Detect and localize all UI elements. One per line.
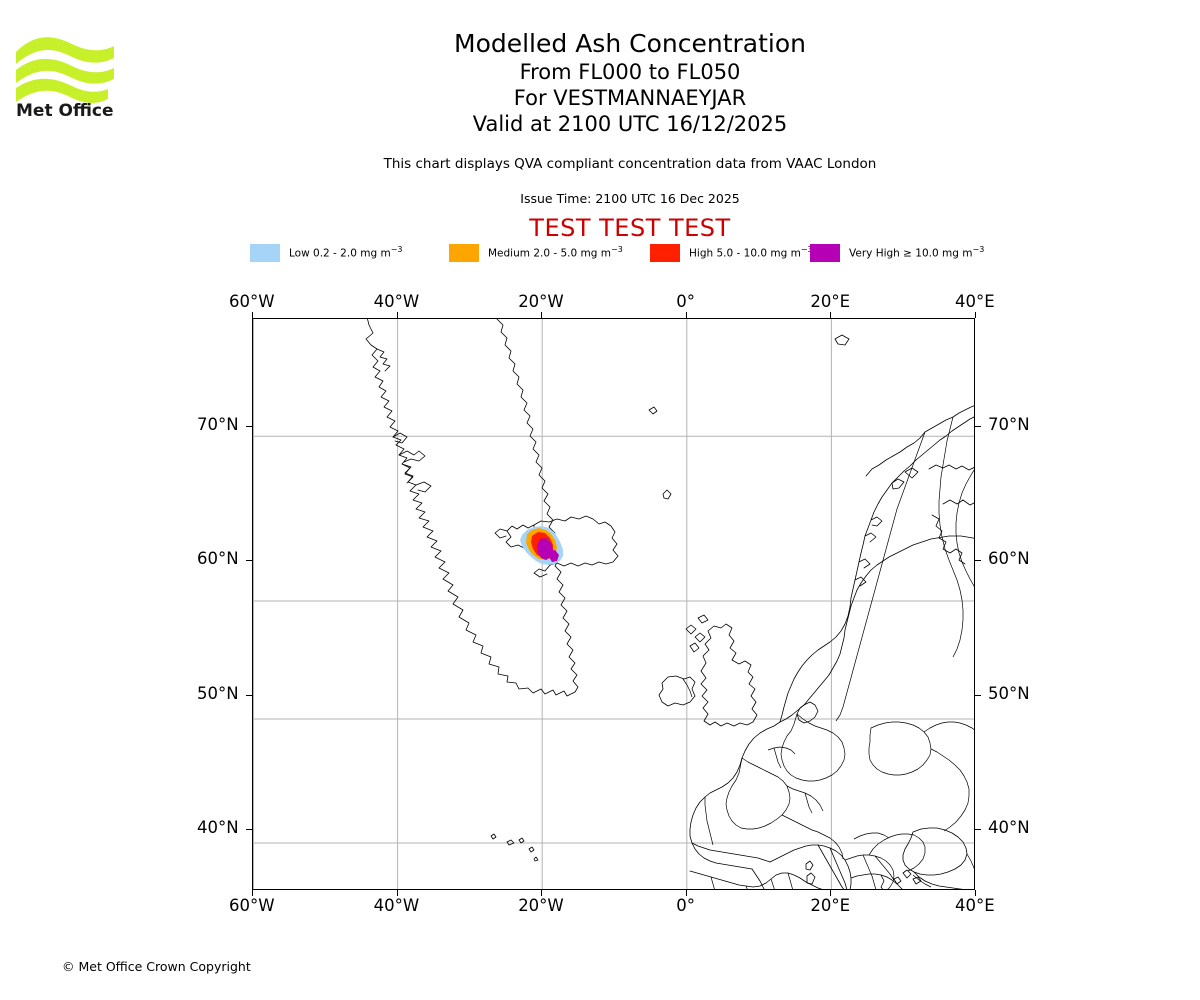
coastlines	[365, 319, 974, 889]
country-borders	[682, 416, 974, 889]
x-tick-bottom-5	[975, 890, 976, 896]
y-axis-label-left-1: 60°N	[197, 549, 239, 569]
legend-label-1: Medium 2.0 - 5.0 mg m−3	[488, 245, 623, 260]
y-tick-left-3	[246, 829, 252, 831]
y-tick-right-3	[975, 829, 981, 831]
concentration-legend: Low 0.2 - 2.0 mg m−3 Medium 2.0 - 5.0 mg …	[250, 243, 990, 262]
map-frame	[252, 318, 975, 890]
legend-item-2: High 5.0 - 10.0 mg m−3	[650, 243, 813, 262]
map-canvas	[253, 319, 974, 889]
legend-item-3: Very High ≥ 10.0 mg m−3	[810, 243, 984, 262]
legend-item-1: Medium 2.0 - 5.0 mg m−3	[449, 243, 623, 262]
x-tick-top-1	[396, 312, 398, 318]
x-axis-label-bottom-2: 20°W	[518, 896, 564, 915]
page-title: Modelled Ash Concentration	[454, 29, 806, 58]
x-tick-top-3	[685, 312, 687, 318]
legend-swatch-3	[810, 243, 840, 262]
y-tick-left-1	[246, 560, 252, 562]
copyright-text: © Met Office Crown Copyright	[62, 959, 251, 974]
y-axis-label-right-2: 50°N	[988, 683, 1030, 703]
y-tick-left-0	[246, 425, 252, 427]
x-axis-label-top-4: 20°E	[810, 292, 851, 311]
x-axis-label-bottom-3: 0°	[676, 896, 696, 915]
y-axis-label-right-3: 40°N	[988, 818, 1030, 838]
test-banner: TEST TEST TEST	[529, 214, 731, 242]
y-tick-left-2	[246, 694, 252, 696]
map-container	[252, 318, 975, 890]
issue-time: Issue Time: 2100 UTC 16 Dec 2025	[520, 191, 740, 206]
y-axis-label-right-1: 60°N	[988, 549, 1030, 569]
x-axis-label-bottom-4: 20°E	[810, 896, 851, 915]
ash-area-very-high	[537, 538, 553, 560]
x-tick-top-2	[541, 312, 543, 318]
legend-swatch-1	[449, 243, 479, 262]
legend-label-3: Very High ≥ 10.0 mg m−3	[849, 245, 985, 260]
y-tick-right-1	[975, 560, 981, 562]
y-axis-label-left-3: 40°N	[197, 818, 239, 838]
x-tick-bottom-2	[541, 890, 543, 896]
map-gridlines	[253, 319, 974, 889]
y-axis-label-right-0: 70°N	[988, 414, 1030, 434]
legend-label-0: Low 0.2 - 2.0 mg m−3	[289, 245, 403, 260]
legend-item-0: Low 0.2 - 2.0 mg m−3	[250, 243, 402, 262]
legend-swatch-2	[650, 243, 680, 262]
x-tick-top-5	[975, 312, 976, 318]
y-axis-label-left-0: 70°N	[197, 414, 239, 434]
x-axis-label-top-0: 60°W	[229, 292, 275, 311]
y-axis-label-left-2: 50°N	[197, 683, 239, 703]
legend-label-2: High 5.0 - 10.0 mg m−3	[689, 245, 813, 260]
x-axis-label-top-5: 40°E	[955, 292, 995, 311]
x-tick-bottom-3	[685, 890, 687, 896]
x-tick-bottom-1	[396, 890, 398, 896]
x-tick-top-4	[830, 312, 832, 318]
x-axis-label-top-1: 40°W	[373, 292, 420, 311]
ash-area-very-high-2	[549, 550, 559, 562]
x-axis-label-bottom-1: 40°W	[373, 896, 420, 915]
y-tick-right-2	[975, 694, 981, 696]
volcano-name: For VESTMANNAEYJAR	[513, 86, 747, 110]
flight-level-range: From FL000 to FL050	[519, 60, 741, 84]
met-office-logo: Met Office	[14, 26, 134, 116]
y-tick-right-0	[975, 425, 981, 427]
disclaimer-text: This chart displays QVA compliant concen…	[383, 156, 877, 172]
x-axis-label-top-2: 20°W	[518, 292, 564, 311]
x-axis-label-bottom-0: 60°W	[229, 896, 275, 915]
title-block: Modelled Ash Concentration From FL000 to…	[180, 28, 1080, 137]
x-tick-bottom-4	[830, 890, 832, 896]
x-tick-top-0	[252, 312, 253, 318]
x-axis-label-bottom-5: 40°E	[955, 896, 995, 915]
x-tick-bottom-0	[252, 890, 253, 896]
valid-time: Valid at 2100 UTC 16/12/2025	[472, 112, 788, 136]
ash-plume	[520, 526, 563, 565]
logo-wordmark: Met Office	[16, 101, 114, 116]
x-axis-label-top-3: 0°	[676, 292, 696, 311]
logo-waves-icon: Met Office	[16, 37, 114, 116]
legend-swatch-0	[250, 243, 280, 262]
